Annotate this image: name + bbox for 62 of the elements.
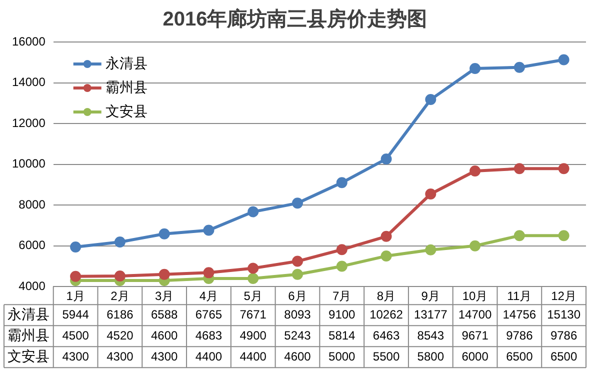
data-label: 5814	[328, 328, 356, 342]
data-label: 5944	[62, 307, 90, 322]
y-tick-label: 4000	[18, 278, 46, 293]
x-tick-label: 5月	[244, 289, 262, 304]
x-tick-label: 6月	[288, 289, 307, 304]
legend-label: 霸州县	[105, 78, 148, 95]
data-label: 9786	[506, 328, 534, 342]
data-label: 8093	[284, 307, 312, 322]
data-label: 6500	[506, 349, 534, 364]
y-tick-label: 12000	[12, 116, 46, 130]
text: 文安县	[8, 348, 50, 364]
data-label: 7671	[240, 307, 267, 322]
data-label: 9786	[550, 328, 578, 342]
chart-title: 2016年廊坊南三县房价走势图	[162, 8, 428, 31]
x-tick-label: 10月	[462, 289, 488, 304]
data-label: 6588	[150, 307, 178, 322]
data-label: 4600	[150, 328, 178, 342]
x-tick-label: 11月	[507, 289, 532, 304]
data-label: 4600	[284, 349, 312, 364]
data-label: 5243	[284, 328, 312, 342]
data-label: 4300	[106, 349, 134, 364]
data-label: 5500	[372, 349, 400, 364]
legend-label: 文安县	[105, 102, 148, 119]
data-label: 6463	[372, 328, 400, 342]
x-tick-label: 3月	[154, 289, 174, 304]
x-tick-label: 12月	[551, 289, 576, 304]
y-tick-label: 6000	[18, 238, 46, 252]
text: 永清县	[8, 306, 50, 322]
y-tick-label: 16000	[12, 34, 46, 48]
legend-label: 永清县	[105, 54, 148, 71]
data-label: 6765	[195, 307, 222, 322]
x-tick-label: 7月	[332, 289, 352, 304]
data-label: 9100	[328, 307, 356, 322]
data-label: 8543	[417, 328, 444, 342]
data-label: 4520	[106, 328, 134, 342]
data-label: 6000	[462, 349, 489, 364]
data-label: 4300	[150, 349, 178, 364]
data-label: 9671	[462, 328, 489, 342]
data-label: 14700	[458, 307, 492, 322]
data-label: 4400	[195, 349, 222, 364]
data-label: 14756	[502, 307, 536, 322]
x-tick-label: 8月	[376, 289, 396, 304]
text: 霸州县	[8, 326, 50, 343]
data-label: 5800	[417, 349, 444, 364]
data-label: 13177	[414, 307, 448, 322]
data-label: 4300	[62, 349, 90, 364]
data-label: 6500	[550, 349, 578, 364]
data-label: 4683	[195, 328, 222, 342]
x-tick-label: 2月	[110, 289, 130, 304]
data-label: 4900	[240, 328, 267, 342]
y-tick-label: 14000	[12, 75, 46, 90]
y-tick-label: 8000	[18, 197, 46, 212]
x-tick-label: 1月	[66, 289, 85, 304]
data-label: 5000	[328, 349, 356, 364]
data-label: 10262	[370, 307, 404, 322]
x-tick-label: 4月	[199, 289, 218, 304]
data-label: 4400	[240, 349, 267, 364]
data-label: 6186	[106, 307, 134, 322]
y-tick-label: 10000	[12, 156, 46, 171]
data-label: 15130	[547, 307, 581, 322]
x-tick-label: 9月	[421, 289, 440, 304]
data-label: 4500	[62, 328, 90, 342]
